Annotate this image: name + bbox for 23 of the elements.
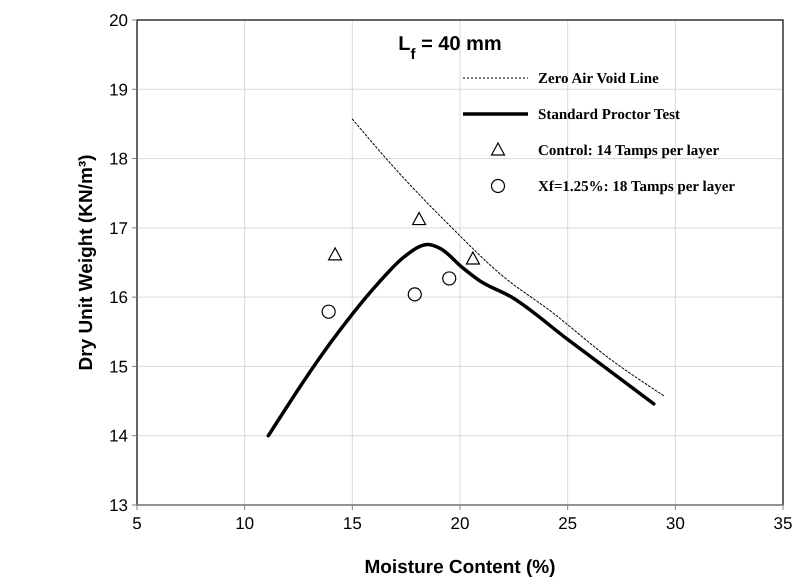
y-axis-title: Dry Unit Weight (KN/m³) [76, 154, 97, 371]
x-tick-label: 30 [666, 514, 685, 533]
y-tick-label: 18 [109, 150, 128, 169]
line-series [266, 242, 656, 438]
legend-label: Control: 14 Tamps per layer [538, 143, 720, 159]
text: L$_{f}$ = 40 mm [398, 33, 502, 62]
y-tick-label: 20 [109, 11, 128, 30]
x-tick-label: 15 [342, 514, 362, 533]
y-tick-label: 13 [109, 496, 128, 515]
x-tick-label: 35 [774, 514, 792, 533]
y-tick-label: 14 [109, 426, 128, 446]
x-axis-title: Moisture Content (%) [364, 557, 556, 578]
y-tick-label: 16 [109, 288, 128, 308]
y-tick-label: 17 [109, 218, 128, 238]
legend-label: Xf=1.25%: 18 Tamps per layer [538, 179, 736, 195]
x-tick-label: 5 [132, 514, 142, 533]
legend-label: Zero Air Void Line [538, 71, 660, 87]
y-tick-label: 19 [109, 80, 128, 100]
legend-label: Standard Proctor Test [538, 107, 680, 123]
y-tick-label: 15 [109, 357, 128, 376]
x-tick-label: 25 [558, 514, 578, 533]
x-tick-label: 20 [450, 514, 470, 533]
x-tick-label: 10 [235, 514, 254, 533]
